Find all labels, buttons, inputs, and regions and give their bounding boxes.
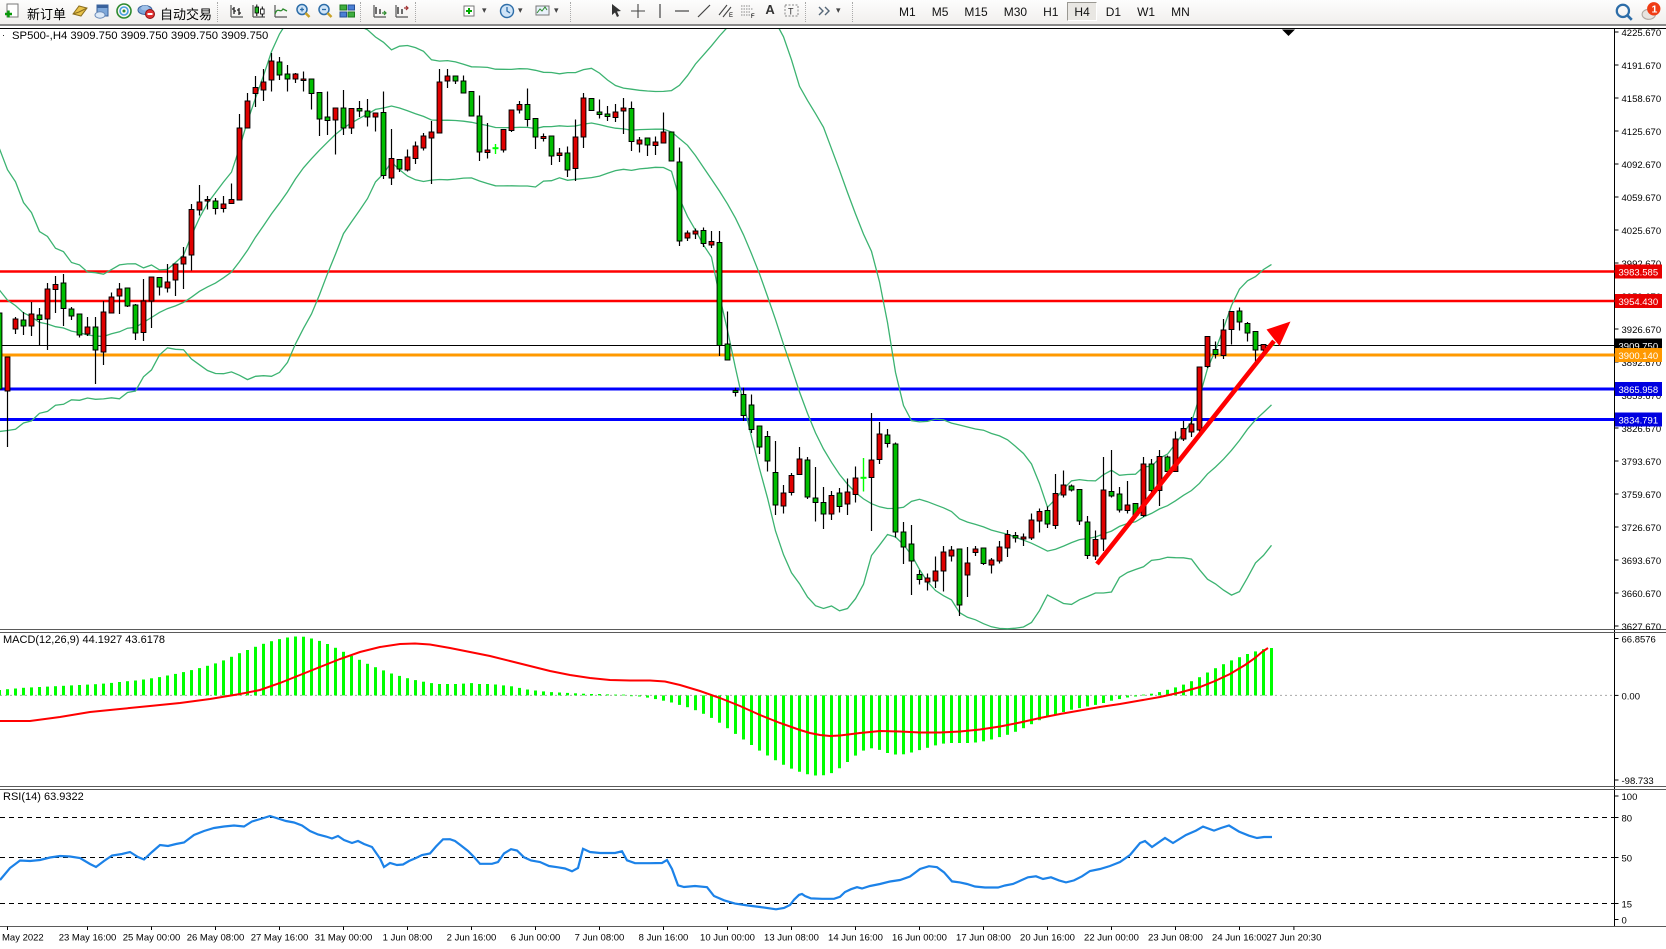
svg-text:3793.670: 3793.670 [1622, 457, 1662, 468]
svg-text:T: T [788, 7, 794, 17]
svg-text:24 Jun 16:00: 24 Jun 16:00 [1212, 933, 1267, 944]
svg-text:4025.670: 4025.670 [1622, 226, 1662, 237]
svg-text:0.00: 0.00 [1622, 691, 1641, 702]
svg-text:10 Jun 00:00: 10 Jun 00:00 [700, 933, 755, 944]
svg-text:50: 50 [1622, 854, 1633, 865]
svg-text:80: 80 [1622, 814, 1633, 825]
svg-text:2 Jun 16:00: 2 Jun 16:00 [447, 933, 497, 944]
svg-text:3892.670: 3892.670 [1622, 358, 1662, 369]
svg-text:27 Jun 20:30: 27 Jun 20:30 [1266, 933, 1321, 944]
svg-text:8 Jun 16:00: 8 Jun 16:00 [639, 933, 689, 944]
svg-text:15: 15 [1622, 900, 1633, 911]
svg-text:3859.670: 3859.670 [1622, 391, 1662, 402]
svg-text:20 Jun 16:00: 20 Jun 16:00 [1020, 933, 1075, 944]
svg-text:3926.670: 3926.670 [1622, 325, 1662, 336]
svg-text:17 Jun 08:00: 17 Jun 08:00 [956, 933, 1011, 944]
svg-text:31 May 00:00: 31 May 00:00 [315, 933, 373, 944]
svg-text:3983.585: 3983.585 [1619, 268, 1659, 279]
svg-text:23 Jun 08:00: 23 Jun 08:00 [1148, 933, 1203, 944]
svg-text:4059.670: 4059.670 [1622, 193, 1662, 204]
svg-text:7 Jun 08:00: 7 Jun 08:00 [575, 933, 625, 944]
svg-text:6 Jun 00:00: 6 Jun 00:00 [511, 933, 561, 944]
svg-text:3693.670: 3693.670 [1622, 556, 1662, 567]
svg-text:13 Jun 08:00: 13 Jun 08:00 [764, 933, 819, 944]
svg-text:3909.750: 3909.750 [1619, 342, 1659, 353]
svg-text:100: 100 [1622, 792, 1638, 803]
svg-text:4225.670: 4225.670 [1622, 28, 1662, 39]
svg-text:4158.670: 4158.670 [1622, 94, 1662, 105]
svg-text:4191.670: 4191.670 [1622, 61, 1662, 72]
svg-text:E: E [729, 13, 733, 19]
svg-text:3865.958: 3865.958 [1619, 385, 1659, 396]
svg-text:16 Jun 00:00: 16 Jun 00:00 [892, 933, 947, 944]
svg-text:3759.670: 3759.670 [1622, 490, 1662, 501]
svg-text:4092.670: 4092.670 [1622, 160, 1662, 171]
svg-text:1 Jun 08:00: 1 Jun 08:00 [383, 933, 433, 944]
svg-text:F: F [751, 14, 755, 20]
svg-text:3627.670: 3627.670 [1622, 622, 1662, 633]
svg-text:MACD(12,26,9) 44.1927 43.6178: MACD(12,26,9) 44.1927 43.6178 [3, 634, 165, 646]
svg-text:SP500-,H4 3909.750 3909.750 3: SP500-,H4 3909.750 3909.750 3909.750 390… [12, 30, 268, 42]
svg-text:3826.670: 3826.670 [1622, 424, 1662, 435]
svg-text:3900.140: 3900.140 [1619, 351, 1659, 362]
svg-text:66.8576: 66.8576 [1622, 635, 1656, 646]
svg-text:3726.670: 3726.670 [1622, 523, 1662, 534]
svg-text:27 May 16:00: 27 May 16:00 [251, 933, 309, 944]
svg-text:3954.430: 3954.430 [1619, 297, 1659, 308]
svg-text:3834.791: 3834.791 [1619, 416, 1659, 427]
svg-text:1: 1 [1652, 4, 1658, 16]
svg-text:25 May 00:00: 25 May 00:00 [123, 933, 181, 944]
svg-text:·: · [2, 30, 5, 40]
svg-text:RSI(14) 63.9322: RSI(14) 63.9322 [3, 791, 84, 803]
svg-text:26 May 08:00: 26 May 08:00 [187, 933, 245, 944]
svg-text:4125.670: 4125.670 [1622, 127, 1662, 138]
svg-text:3660.670: 3660.670 [1622, 589, 1662, 600]
svg-text:May 2022: May 2022 [2, 933, 44, 944]
svg-text:23 May 16:00: 23 May 16:00 [59, 933, 117, 944]
svg-text:-98.733: -98.733 [1622, 776, 1654, 787]
svg-text:14 Jun 16:00: 14 Jun 16:00 [828, 933, 883, 944]
svg-text:22 Jun 00:00: 22 Jun 00:00 [1084, 933, 1139, 944]
svg-text:0: 0 [1622, 916, 1627, 927]
